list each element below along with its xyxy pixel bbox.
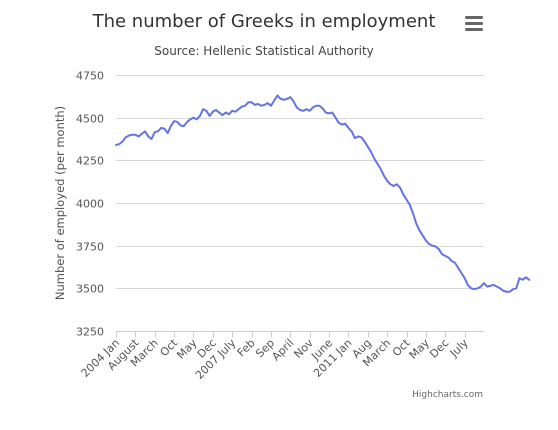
y-axis-label: Number of employed (per month) — [53, 106, 67, 300]
y-tick-label: 4250 — [76, 155, 104, 168]
credits-link[interactable]: Highcharts.com — [412, 390, 483, 400]
x-tick-label: Dec — [427, 336, 451, 360]
chart-subtitle: Source: Hellenic Statistical Authority — [154, 44, 374, 58]
hamburger-menu-icon[interactable] — [461, 12, 487, 36]
y-tick-label: 3750 — [76, 241, 104, 254]
y-tick-label: 4000 — [76, 198, 104, 211]
y-gridlines — [116, 75, 484, 289]
y-tick-labels: 3250 3500 3750 4000 4250 4500 4750 — [76, 70, 104, 339]
y-tick-label: 3500 — [76, 283, 104, 296]
series-group — [115, 94, 531, 293]
y-tick-label: 3250 — [76, 326, 104, 339]
y-tick-label: 4500 — [76, 113, 104, 126]
chart-title: The number of Greeks in employment — [92, 11, 436, 32]
x-axis — [116, 331, 484, 338]
series-line-0 — [115, 94, 531, 293]
y-tick-label: 4750 — [76, 70, 104, 83]
x-tick-label: July — [447, 336, 471, 360]
x-tick-label: Feb — [235, 336, 258, 359]
